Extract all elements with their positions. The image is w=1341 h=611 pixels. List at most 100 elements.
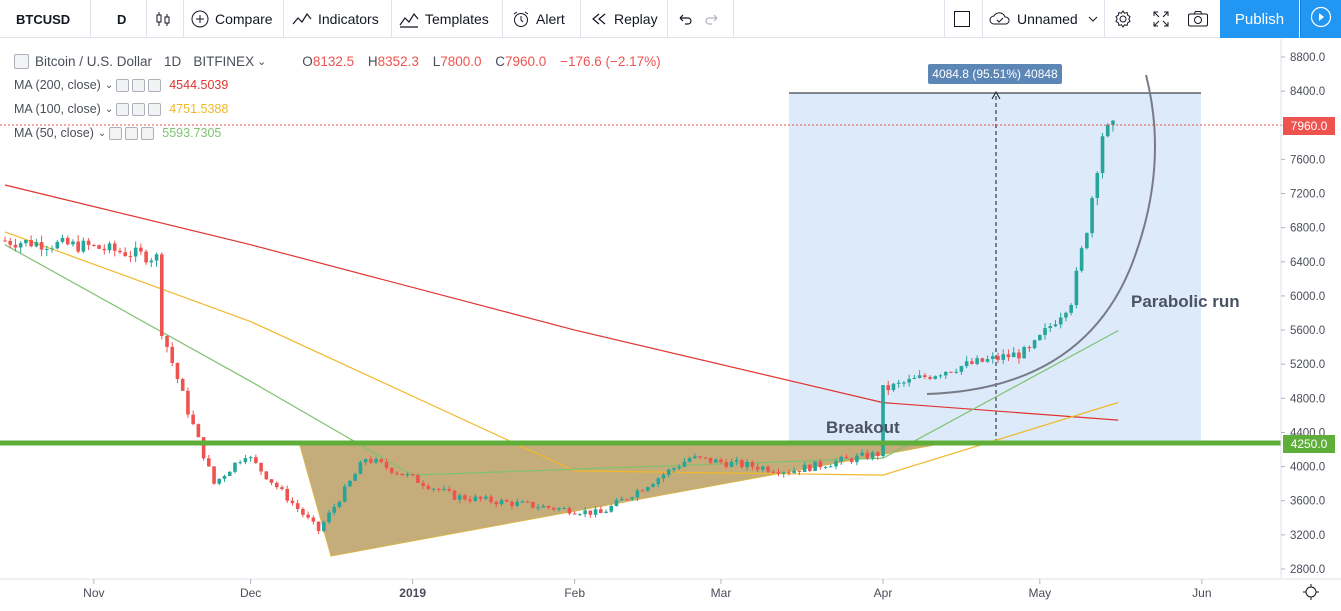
candle-body xyxy=(285,488,290,501)
parabolic-curve[interactable] xyxy=(926,74,1156,395)
close-icon[interactable] xyxy=(141,126,155,140)
candle-body xyxy=(781,472,786,474)
candle-body xyxy=(322,522,326,532)
candle-body xyxy=(112,243,117,251)
price-axis[interactable]: 8800.08400.08000.07600.07200.06800.06400… xyxy=(1281,52,1325,576)
chevron-down-icon[interactable]: ⌄ xyxy=(257,55,267,68)
indicator-legend-ma100[interactable]: MA (100, close) ⌄ 4751.5388 xyxy=(14,97,671,121)
candle-body xyxy=(227,471,232,476)
candle-body xyxy=(682,461,687,467)
chevron-down-icon[interactable]: ⌄ xyxy=(97,127,107,139)
candle-body xyxy=(546,505,551,508)
gear-icon[interactable] xyxy=(125,126,139,140)
gear-icon[interactable] xyxy=(132,102,146,116)
close-icon[interactable] xyxy=(148,102,162,116)
candle-body xyxy=(708,457,713,463)
candle-body xyxy=(269,479,274,483)
candle-body xyxy=(374,459,378,463)
candle-body xyxy=(316,521,321,532)
candle-body xyxy=(891,383,896,391)
price-range-measure[interactable] xyxy=(789,90,1201,444)
series-title: Bitcoin / U.S. Dollar xyxy=(35,53,153,69)
candle-body xyxy=(436,488,441,490)
publish-button[interactable]: Publish xyxy=(1220,0,1299,38)
axis-settings-button[interactable] xyxy=(1303,584,1319,600)
candle-body xyxy=(92,244,96,246)
candle-body xyxy=(787,472,791,474)
candle-body xyxy=(499,500,504,505)
compare-button[interactable]: Compare xyxy=(191,0,273,38)
candle-body xyxy=(713,459,718,463)
candle-body xyxy=(531,502,535,508)
replay-button[interactable]: Replay xyxy=(590,0,658,38)
chevron-down-icon[interactable]: ⌄ xyxy=(104,103,114,115)
candle-body xyxy=(274,482,279,488)
candle-body xyxy=(81,240,86,252)
templates-button[interactable]: Templates xyxy=(399,0,489,38)
last-price-label: 7960.0 xyxy=(1291,119,1328,133)
candle-body xyxy=(431,488,436,490)
candle-body xyxy=(515,501,519,506)
candle-body xyxy=(484,496,488,499)
fullscreen-toggle-button[interactable] xyxy=(953,0,977,38)
chart-pane[interactable]: 4084.8 (95.51%) 40848 Breakout Parabolic… xyxy=(0,39,1341,611)
symbol-search-button[interactable]: BTCUSD xyxy=(16,0,70,38)
price-chart[interactable]: 4084.8 (95.51%) 40848 Breakout Parabolic… xyxy=(0,39,1341,611)
time-axis[interactable]: Nov Dec 2019 Feb Mar Apr May Jun xyxy=(83,579,1212,600)
candle-body xyxy=(248,457,253,459)
interval-button[interactable]: D xyxy=(117,0,126,38)
redo-icon xyxy=(703,10,721,28)
parabolic-run-label[interactable]: Parabolic run xyxy=(1131,292,1240,311)
undo-button[interactable] xyxy=(676,0,700,38)
candle-body xyxy=(447,488,452,491)
candle-body xyxy=(870,452,875,459)
interval-label: D xyxy=(117,11,127,27)
candle-body xyxy=(128,256,133,258)
publish-menu-button[interactable] xyxy=(1300,0,1341,38)
arrow-up-icon xyxy=(991,90,1001,100)
candle-body xyxy=(907,378,911,383)
candle-body xyxy=(207,458,211,467)
expand-button[interactable] xyxy=(1152,0,1176,38)
candle-body xyxy=(50,248,54,250)
candle-body xyxy=(395,472,399,474)
breakout-label[interactable]: Breakout xyxy=(826,418,900,437)
indicator-legend-ma50[interactable]: MA (50, close) ⌄ 5593.7305 xyxy=(14,121,671,145)
candle-body xyxy=(332,506,337,513)
settings-button[interactable] xyxy=(1113,0,1139,38)
candle-body xyxy=(943,371,948,376)
candle-body xyxy=(630,497,634,500)
candle-body xyxy=(609,506,614,512)
eye-icon[interactable] xyxy=(109,126,123,140)
candle-body xyxy=(369,459,373,463)
indicator-legend-ma200[interactable]: MA (200, close) ⌄ 4544.5039 xyxy=(14,73,671,97)
candle-body xyxy=(97,245,101,249)
candle-body xyxy=(687,458,692,462)
candle-body xyxy=(572,513,577,515)
main-series-legend[interactable]: Bitcoin / U.S. Dollar 1D BITFINEX ⌄ O813… xyxy=(14,49,671,73)
gear-icon[interactable] xyxy=(132,78,146,92)
eye-icon[interactable] xyxy=(116,102,130,116)
candle-body xyxy=(489,496,493,502)
symbol-label: BTCUSD xyxy=(16,11,71,27)
indicators-button[interactable]: Indicators xyxy=(292,0,379,38)
candle-body xyxy=(165,335,169,347)
candle-body xyxy=(1064,312,1068,318)
eye-icon[interactable] xyxy=(116,78,130,92)
toolbar-divider xyxy=(502,0,503,38)
layout-menu-button[interactable]: Unnamed xyxy=(989,0,1104,38)
redo-button[interactable] xyxy=(703,0,727,38)
chevron-down-icon xyxy=(1088,14,1098,24)
chevron-down-icon[interactable]: ⌄ xyxy=(104,79,114,91)
candle-body xyxy=(102,248,107,251)
candle-body xyxy=(755,466,760,470)
open-key: O xyxy=(302,53,313,69)
close-icon[interactable] xyxy=(148,78,162,92)
ohlc-values: O8132.5 H8352.3 L7800.0 C7960.0 −176.6 (… xyxy=(302,54,670,69)
candle-body xyxy=(896,382,901,384)
snapshot-button[interactable] xyxy=(1187,0,1215,38)
price-tick-label: 8800.0 xyxy=(1290,52,1325,64)
chart-style-button[interactable] xyxy=(154,0,178,38)
price-tick-label: 4800.0 xyxy=(1290,393,1325,405)
alert-button[interactable]: Alert xyxy=(512,0,565,38)
